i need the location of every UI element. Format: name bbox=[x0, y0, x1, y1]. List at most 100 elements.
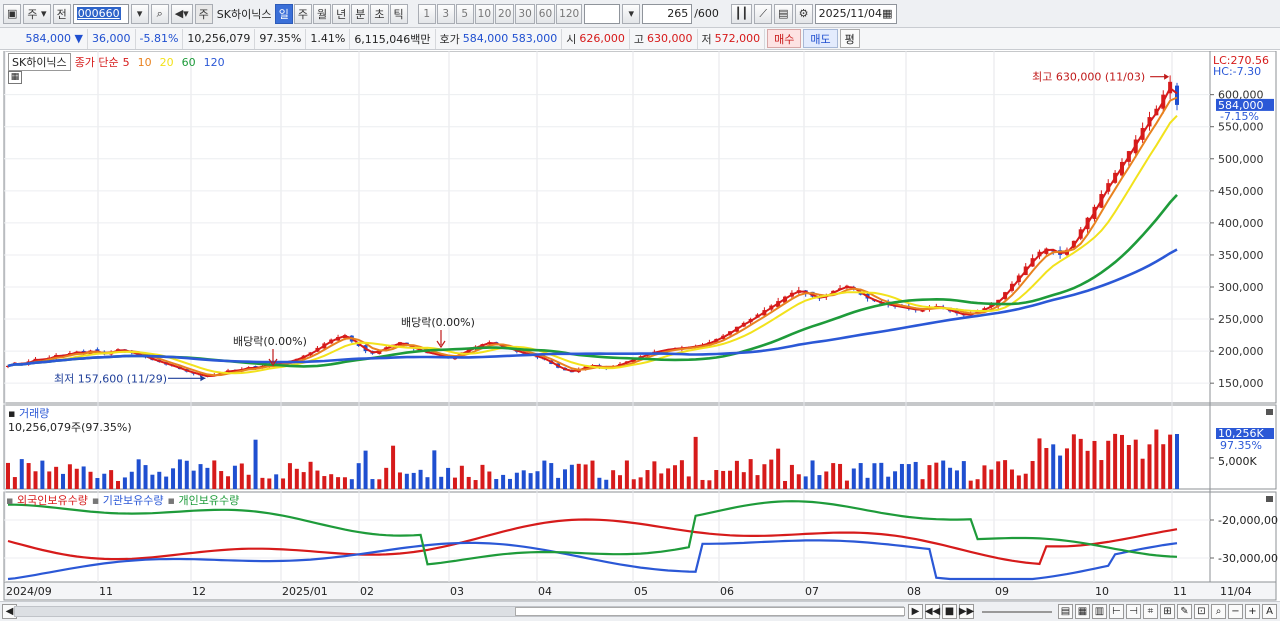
interval-tab[interactable]: 5 bbox=[455, 3, 474, 24]
interval-tab[interactable]: 3 bbox=[436, 3, 455, 24]
layout-icon[interactable]: ▦ bbox=[1075, 604, 1090, 619]
volume-bar bbox=[844, 480, 849, 489]
interval-tab[interactable]: 60 bbox=[535, 3, 556, 24]
volume-bar bbox=[61, 473, 66, 489]
tool-b-icon[interactable]: ⊣ bbox=[1126, 604, 1141, 619]
play-icon[interactable]: ▶▶ bbox=[958, 604, 975, 619]
zoom-search-icon[interactable]: ⌕ bbox=[1211, 604, 1226, 619]
ma-legend-item[interactable]: 10 bbox=[137, 55, 152, 69]
date-value: 2025/11/04 bbox=[818, 7, 882, 20]
x-axis-label: 02 bbox=[360, 585, 374, 598]
stock-code-input[interactable]: 000660 bbox=[72, 3, 129, 24]
interval-tab[interactable]: 1 bbox=[417, 3, 436, 24]
ma-legend-item[interactable]: 20 bbox=[159, 55, 174, 69]
holding-legend-item[interactable]: ▪ 외국인보유수량 bbox=[6, 494, 88, 507]
volume-bar bbox=[404, 473, 409, 489]
holding-line bbox=[7, 539, 1178, 581]
tool-f-icon[interactable]: ⊡ bbox=[1194, 604, 1209, 619]
search-icon[interactable]: ⌕ bbox=[150, 3, 169, 24]
volume-bar bbox=[1037, 438, 1042, 489]
sell-button[interactable]: 매도 bbox=[803, 29, 838, 48]
ma-legend-items: 5 10 20 60 120 bbox=[123, 56, 225, 69]
volume-bar bbox=[934, 462, 939, 489]
dividend-arrow bbox=[436, 330, 446, 349]
ma-legend-item[interactable]: 120 bbox=[203, 55, 225, 69]
calculator-icon[interactable]: ▦ bbox=[8, 71, 22, 84]
volume-bar bbox=[425, 477, 430, 489]
draw-tool-icon[interactable]: ⟋ bbox=[754, 3, 773, 24]
period-tab[interactable]: 분 bbox=[351, 3, 370, 24]
split-icon[interactable]: ▥ bbox=[1092, 604, 1107, 619]
period-main-select[interactable]: 주 ▾ bbox=[23, 3, 51, 24]
ma-legend-prefix: 종가 단순 bbox=[74, 56, 119, 69]
zoom-in-icon[interactable]: + bbox=[1245, 604, 1260, 619]
price-axis-label: 300,000 bbox=[1218, 281, 1264, 294]
interval-tab[interactable]: 30 bbox=[515, 3, 535, 24]
scroll-left-icon[interactable]: ◀ bbox=[2, 604, 17, 619]
ma-legend-item[interactable]: 5 bbox=[122, 55, 130, 69]
volume-tag-value: 10,256K bbox=[1218, 427, 1264, 440]
volume-bar bbox=[47, 471, 52, 489]
price-axis-label: 250,000 bbox=[1218, 313, 1264, 326]
page-total: /600 bbox=[694, 7, 719, 20]
holding-legend-item[interactable]: ▪ 개인보유수량 bbox=[167, 494, 240, 507]
volume-bar bbox=[122, 477, 127, 489]
holding-legend-item[interactable]: ▪ 기관보유수량 bbox=[91, 494, 164, 507]
low-price: 저 572,000 bbox=[698, 28, 766, 49]
avg-button[interactable]: 평 bbox=[839, 29, 860, 48]
scroll-right-icon[interactable]: ▶ bbox=[908, 604, 923, 619]
interval-dropdown-icon[interactable]: ▾ bbox=[622, 3, 641, 24]
period-tab[interactable]: 틱 bbox=[389, 3, 408, 24]
volume-bar bbox=[54, 466, 59, 489]
stock-label-box[interactable]: SK하이닉스 bbox=[8, 53, 71, 71]
stock-tag-button[interactable]: 주 bbox=[194, 3, 213, 24]
code-dropdown-icon[interactable]: ▾ bbox=[130, 3, 149, 24]
tool-a-icon[interactable]: ⊢ bbox=[1109, 604, 1124, 619]
interval-custom-input[interactable] bbox=[584, 3, 621, 24]
zoom-out-icon[interactable]: − bbox=[1228, 604, 1243, 619]
interval-tab[interactable]: 10 bbox=[474, 3, 495, 24]
speaker-icon[interactable]: ◀▾ bbox=[170, 3, 193, 24]
period-tab[interactable]: 월 bbox=[313, 3, 332, 24]
chart-type-icon[interactable]: ▤ bbox=[1058, 604, 1073, 619]
rewind-icon[interactable]: ◀◀ bbox=[924, 604, 941, 619]
period-tab[interactable]: 년 bbox=[332, 3, 351, 24]
interval-tab[interactable]: 120 bbox=[556, 3, 583, 24]
quote-bar: 584,000 ▼ 36,000 -5.81% 10,256,079 97.35… bbox=[0, 28, 1280, 50]
volume-bar bbox=[33, 471, 38, 489]
chart-scrollbar[interactable] bbox=[14, 606, 905, 617]
date-input[interactable]: 2025/11/04 ▦ bbox=[814, 3, 897, 24]
chart-canvas[interactable]: 2024/09 11 12 2025/01 02 03 04 05 06 07 08 09 10 11 11… bbox=[0, 51, 1280, 601]
volume-bar bbox=[1113, 433, 1118, 489]
volume-bar bbox=[535, 471, 540, 489]
period-tab[interactable]: 초 bbox=[370, 3, 389, 24]
tool-d-icon[interactable]: ⊞ bbox=[1160, 604, 1175, 619]
volume-bar bbox=[384, 467, 389, 489]
zoom-slider[interactable] bbox=[982, 611, 1052, 613]
prev-button[interactable]: 전 bbox=[52, 3, 71, 24]
volume-bar bbox=[556, 477, 561, 489]
period-tab[interactable]: 일 bbox=[274, 3, 293, 24]
tool-e-icon[interactable]: ✎ bbox=[1177, 604, 1192, 619]
settings-gear-icon[interactable]: ⚙ bbox=[794, 3, 813, 24]
page-count-input[interactable]: 265 bbox=[642, 3, 693, 24]
volume-bar bbox=[679, 460, 684, 489]
calendar-icon[interactable]: ▦ bbox=[882, 7, 893, 20]
volume-bar bbox=[789, 464, 794, 489]
stop-icon[interactable]: ■ bbox=[942, 604, 957, 619]
ma-legend-item[interactable]: 60 bbox=[181, 55, 196, 69]
interval-tab[interactable]: 20 bbox=[495, 3, 515, 24]
candle-type-icon[interactable]: ┃┃ bbox=[730, 3, 753, 24]
x-axis-label: 10 bbox=[1095, 585, 1109, 598]
volume-bar bbox=[88, 471, 93, 489]
buy-button[interactable]: 매수 bbox=[767, 29, 802, 48]
window-menu-icon[interactable]: ▣ bbox=[3, 3, 22, 24]
save-icon[interactable]: ▤ bbox=[774, 3, 793, 24]
font-size-icon[interactable]: A bbox=[1262, 604, 1277, 619]
tool-c-icon[interactable]: ⌗ bbox=[1143, 604, 1158, 619]
scrollbar-thumb[interactable] bbox=[515, 607, 905, 616]
volume-bar bbox=[219, 471, 224, 489]
x-axis-strip bbox=[3, 581, 1277, 601]
period-tab[interactable]: 주 bbox=[293, 3, 313, 24]
x-axis-label: 11 bbox=[99, 585, 113, 598]
